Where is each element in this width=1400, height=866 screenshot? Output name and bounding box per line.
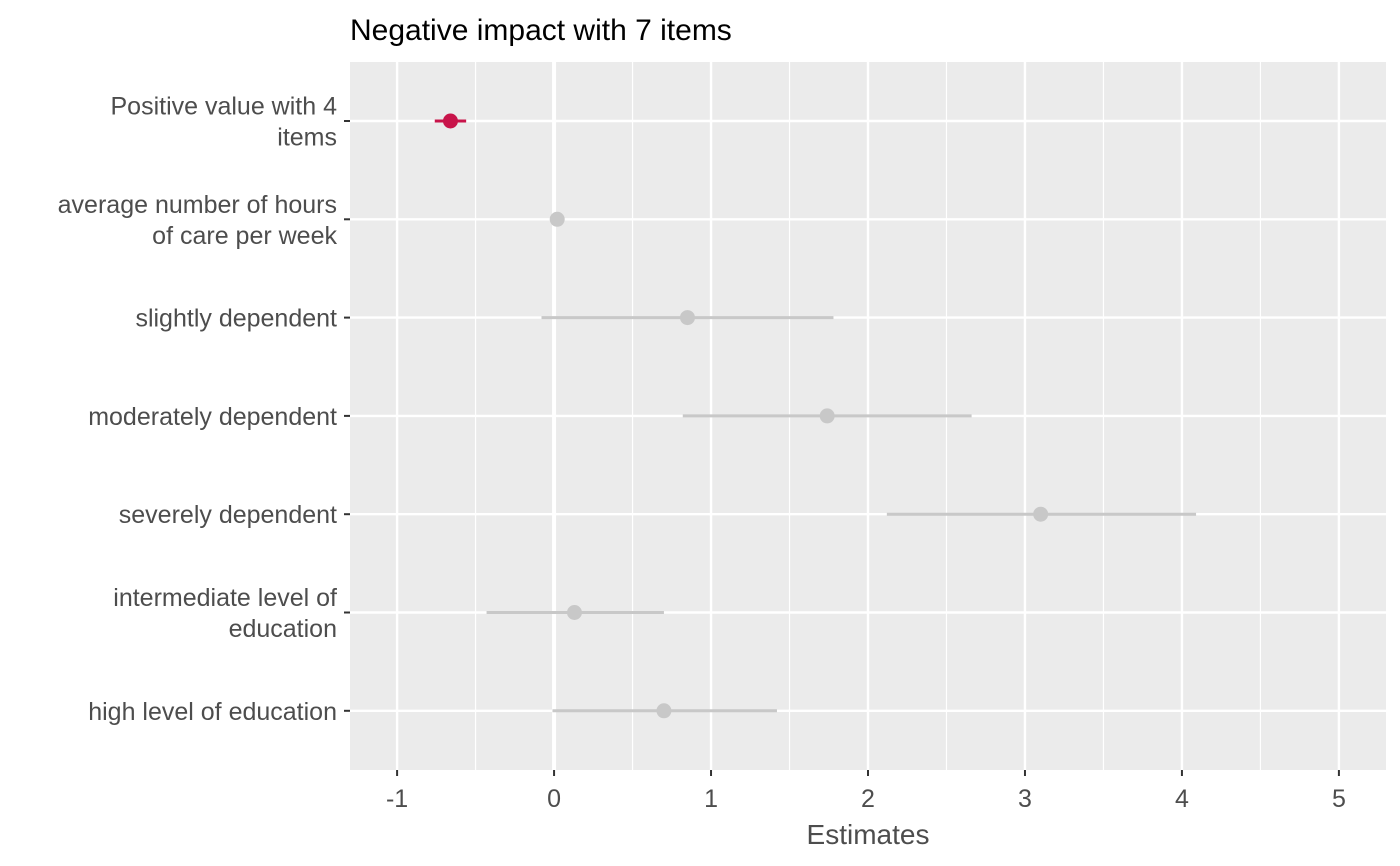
x-tick-label: 0	[547, 785, 561, 813]
x-tick-label: 2	[861, 785, 875, 813]
y-tick-label-line: slightly dependent	[135, 305, 337, 333]
y-tick-label: moderately dependent	[88, 403, 337, 431]
y-tick-label-line: average number of hours	[58, 191, 337, 219]
y-tick-label-line: severely dependent	[119, 501, 337, 529]
chart-title: Negative impact with 7 items	[350, 14, 732, 47]
x-tick-label: -1	[386, 785, 408, 813]
y-tick-label: Positive value with 4 items	[110, 93, 337, 152]
estimate-point	[442, 113, 458, 129]
y-tick-label: high level of education	[88, 698, 337, 726]
estimate-point	[819, 408, 835, 424]
y-tick-label-line: of care per week	[152, 222, 337, 250]
y-tick-label-line: intermediate level of	[113, 584, 337, 612]
estimate-point	[549, 211, 565, 227]
y-tick-label-line: items	[277, 124, 337, 152]
estimate-point	[1033, 506, 1049, 522]
y-tick-label: severely dependent	[119, 501, 337, 529]
y-tick-label: slightly dependent	[135, 305, 337, 333]
y-tick-label: intermediate level of education	[113, 584, 337, 643]
mark-layer	[434, 113, 1197, 719]
x-axis-label: Estimates	[807, 819, 930, 850]
axis-layer: Positive value with 4 items average number…	[58, 93, 1346, 814]
estimate-point	[679, 310, 695, 326]
y-tick-label: average number of hours of care per week	[58, 191, 338, 250]
estimate-point	[566, 605, 582, 620]
y-tick-label-line: high level of education	[88, 698, 337, 726]
x-tick-label: 5	[1332, 785, 1346, 813]
y-tick-label-line: moderately dependent	[88, 403, 337, 431]
x-tick-label: 1	[704, 785, 718, 813]
y-tick-label-line: Positive value with 4	[110, 93, 337, 121]
estimate-point	[656, 703, 672, 719]
x-tick-label: 4	[1175, 785, 1189, 813]
x-tick-label: 3	[1018, 785, 1032, 813]
y-tick-label-line: education	[229, 615, 337, 643]
